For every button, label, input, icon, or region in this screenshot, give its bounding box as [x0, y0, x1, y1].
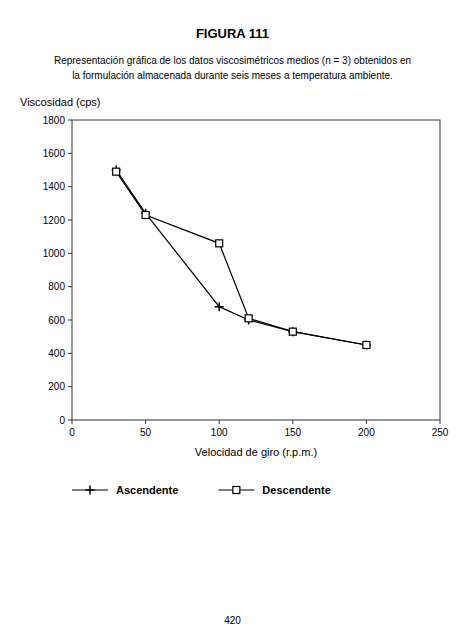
y-tick	[68, 386, 72, 387]
x-tick-label: 250	[432, 427, 449, 438]
x-tick-label: 200	[358, 427, 375, 438]
y-tick	[68, 253, 72, 254]
y-tick-label: 1000	[43, 248, 66, 259]
x-tick-label: 100	[211, 427, 228, 438]
plot-area	[112, 166, 371, 350]
x-tick-label: 50	[140, 427, 152, 438]
x-tick	[72, 420, 73, 424]
y-tick-label: 400	[48, 348, 65, 359]
y-tick	[68, 320, 72, 321]
legend-label: Descendente	[262, 484, 330, 496]
data-point	[142, 212, 149, 219]
y-tick-label: 1600	[43, 148, 66, 159]
y-tick	[68, 353, 72, 354]
legend-marker	[233, 487, 240, 494]
x-tick	[219, 420, 220, 424]
y-tick	[68, 186, 72, 187]
y-tick	[68, 220, 72, 221]
x-tick	[440, 420, 441, 424]
data-point	[362, 341, 371, 350]
legend: Ascendente Descendente	[72, 484, 331, 496]
data-point	[215, 302, 224, 311]
title: FIGURA 111	[196, 26, 269, 41]
y-tick	[68, 153, 72, 154]
legend-marker	[86, 486, 95, 495]
legend-label: Ascendente	[116, 484, 178, 496]
background	[0, 0, 465, 640]
y-tick-label: 800	[48, 281, 65, 292]
data-point	[112, 166, 121, 175]
x-axis-label: Velocidad de giro (r.p.m.)	[195, 446, 317, 458]
series	[112, 166, 371, 350]
plot-frame	[72, 120, 440, 420]
x-tick-label: 150	[284, 427, 301, 438]
series	[113, 168, 370, 348]
data-point	[363, 342, 370, 349]
x-tick-label: 0	[69, 427, 75, 438]
y-tick-label: 1800	[43, 115, 66, 126]
y-tick-label: 1200	[43, 215, 66, 226]
data-point	[289, 328, 296, 335]
subtitle: la formulación almacenada durante seis m…	[72, 70, 393, 81]
y-tick	[68, 120, 72, 121]
y-tick	[68, 420, 72, 421]
y-axis-label: Viscosidad (cps)	[20, 96, 101, 108]
data-point	[245, 315, 252, 322]
page-number: 420	[224, 615, 241, 626]
y-tick-label: 600	[48, 315, 65, 326]
data-point	[216, 240, 223, 247]
data-point	[288, 327, 297, 336]
axes: 0 200 400 600 800 1000 1200 1400 1600 1800 0 50 100 1…	[43, 115, 449, 439]
x-tick	[292, 420, 293, 424]
chart: FIGURA 111 Representación gráfica de los …	[0, 0, 465, 640]
y-tick-label: 1400	[43, 181, 66, 192]
series-line	[116, 172, 366, 345]
data-point	[244, 316, 253, 325]
y-tick	[68, 286, 72, 287]
y-tick-label: 200	[48, 381, 65, 392]
series-line	[116, 170, 366, 345]
x-tick	[366, 420, 367, 424]
subtitle: Representación gráfica de los datos visc…	[54, 55, 411, 66]
data-point	[113, 168, 120, 175]
x-tick	[145, 420, 146, 424]
y-tick-label: 0	[59, 415, 65, 426]
